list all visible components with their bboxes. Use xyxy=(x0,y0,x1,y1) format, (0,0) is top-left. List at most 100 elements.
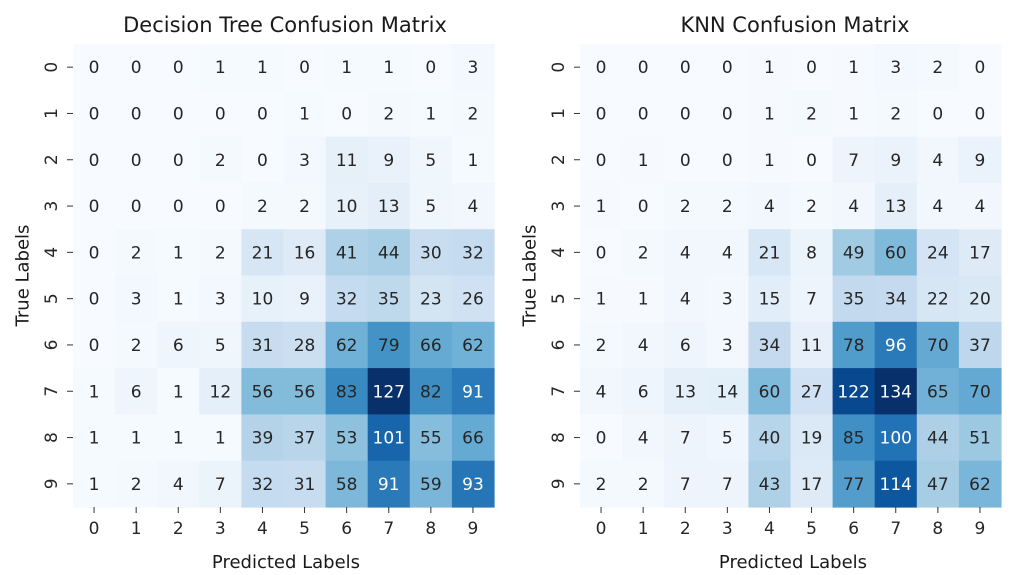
chart-2-cell-r7-c4 xyxy=(748,368,792,415)
chart-2-cell-label: 19 xyxy=(801,429,823,449)
chart-1-y-tick-label: 9 xyxy=(42,478,62,489)
chart-2-cell-r2-c8 xyxy=(916,136,960,184)
chart-1-cell-label: 1 xyxy=(89,429,100,449)
chart-2-y-tick-label: 9 xyxy=(549,478,569,489)
chart-1-cell-r4-c7 xyxy=(367,229,411,277)
chart-1-cell-label: 2 xyxy=(468,104,479,124)
chart-1-cell-label: 41 xyxy=(336,243,358,263)
chart-1-cell-label: 32 xyxy=(252,475,274,495)
chart-2-cell-label: 37 xyxy=(969,336,991,356)
chart-1-cell-label: 10 xyxy=(336,197,358,217)
chart-1-x-axis-label: Predicted Labels xyxy=(212,552,360,573)
chart-1-cell-r0-c8 xyxy=(409,44,453,91)
chart-2-cell-label: 43 xyxy=(759,475,781,495)
chart-1-cell-r8-c7 xyxy=(367,414,411,462)
chart-1-cell-label: 0 xyxy=(425,58,436,78)
chart-2-cell-label: 4 xyxy=(975,197,986,217)
chart-2-x-tick-label: 3 xyxy=(722,519,733,539)
chart-1-cell-label: 0 xyxy=(89,58,100,78)
chart-1-cell-label: 0 xyxy=(257,151,268,171)
chart-1-cell-label: 31 xyxy=(294,475,316,495)
chart-2-cell-label: 0 xyxy=(975,104,986,124)
chart-2-cell-label: 2 xyxy=(638,475,649,495)
chart-2-cell-r1-c3 xyxy=(706,90,749,138)
chart-2-cell-r9-c0 xyxy=(580,460,623,508)
chart-2-cell-r6-c0 xyxy=(580,321,623,369)
chart-1-cell-label: 1 xyxy=(173,382,184,402)
chart-2-cell-r5-c6 xyxy=(832,275,876,323)
chart-2-cell-label: 3 xyxy=(722,336,733,356)
chart-1-cell-label: 10 xyxy=(252,290,274,310)
chart-2-x-tick-label: 7 xyxy=(890,519,901,539)
chart-1-cell-label: 0 xyxy=(173,151,184,171)
chart-2-cell-label: 7 xyxy=(806,290,817,310)
chart-2-cell-r3-c2 xyxy=(664,182,707,230)
chart-2-cell-label: 1 xyxy=(638,290,649,310)
chart-1-cell-label: 0 xyxy=(89,197,100,217)
chart-2-cell-r3-c8 xyxy=(916,182,960,230)
chart-1-cell-label: 4 xyxy=(468,197,479,217)
chart-1-panel: 0 0 0 1 1 0 1 1 0 30 0 0 0 0 1 0 2 1 20 0 0 2 0 3 11 9 5 10 0 0 0 2 2 10 1… xyxy=(13,13,495,573)
chart-1-cell-label: 0 xyxy=(341,104,352,124)
chart-1-cell-label: 30 xyxy=(420,243,442,263)
chart-1-cell-r4-c5 xyxy=(283,229,327,277)
chart-1-cell-r2-c3 xyxy=(199,136,242,184)
chart-2-cell-r0-c5 xyxy=(790,44,834,91)
chart-1-cell-r7-c8 xyxy=(409,368,453,415)
chart-1-cell-r0-c4 xyxy=(241,44,285,91)
chart-2-cell-r0-c4 xyxy=(748,44,792,91)
chart-1-cell-r7-c0 xyxy=(73,368,116,415)
chart-1-cell-label: 79 xyxy=(378,336,400,356)
chart-1-cell-label: 21 xyxy=(252,243,274,263)
chart-2-cell-r0-c3 xyxy=(706,44,749,91)
chart-1-cell-r3-c2 xyxy=(157,182,200,230)
chart-1-cell-label: 2 xyxy=(131,475,142,495)
chart-1-cell-label: 26 xyxy=(462,290,484,310)
chart-1-y-axis-label: True Labels xyxy=(13,225,34,328)
chart-2-cell-label: 0 xyxy=(596,151,607,171)
chart-1-x-tick-label: 7 xyxy=(383,519,394,539)
chart-1-cell-r9-c5 xyxy=(283,460,327,508)
chart-2-cell-r3-c4 xyxy=(748,182,792,230)
chart-1-cell-label: 0 xyxy=(131,151,142,171)
chart-2-cell-r9-c8 xyxy=(916,460,960,508)
chart-2-cell-r7-c2 xyxy=(664,368,707,415)
chart-1-cell-label: 56 xyxy=(294,382,316,402)
chart-1-cell-r5-c1 xyxy=(115,275,158,323)
chart-1-cell-r1-c9 xyxy=(451,90,495,138)
chart-2-cell-r9-c5 xyxy=(790,460,834,508)
chart-1-cell-r4-c9 xyxy=(451,229,495,277)
chart-2-cell-label: 1 xyxy=(848,104,859,124)
chart-1-cell-r8-c2 xyxy=(157,414,200,462)
chart-2-cell-r9-c3 xyxy=(706,460,749,508)
chart-2-cell-label: 2 xyxy=(806,197,817,217)
chart-1-cell-r5-c3 xyxy=(199,275,242,323)
chart-1-cell-label: 101 xyxy=(373,429,405,449)
chart-2-cell-r4-c6 xyxy=(832,229,876,277)
chart-2-cell-label: 2 xyxy=(890,104,901,124)
chart-2-cell-r4-c2 xyxy=(664,229,707,277)
chart-2-cell-label: 2 xyxy=(638,243,649,263)
chart-2-cell-label: 65 xyxy=(927,382,949,402)
chart-1-cell-label: 6 xyxy=(131,382,142,402)
chart-1-cell-r2-c9 xyxy=(451,136,495,184)
chart-1-cell-label: 55 xyxy=(420,429,442,449)
chart-2-cell-r1-c4 xyxy=(748,90,792,138)
chart-1-cell-label: 91 xyxy=(378,475,400,495)
chart-2-cell-label: 2 xyxy=(722,197,733,217)
chart-2-cell-r9-c7 xyxy=(874,460,918,508)
chart-1-cell-r4-c1 xyxy=(115,229,158,277)
chart-2-cell-label: 4 xyxy=(764,197,775,217)
chart-2-cell-label: 0 xyxy=(806,58,817,78)
chart-1-cell-r6-c2 xyxy=(157,321,200,369)
chart-2-cell-r0-c0 xyxy=(580,44,623,91)
chart-1-cell-label: 1 xyxy=(215,429,226,449)
chart-2-cell-label: 11 xyxy=(801,336,823,356)
chart-1-cell-label: 1 xyxy=(341,58,352,78)
chart-1-cell-r0-c5 xyxy=(283,44,327,91)
chart-1-cell-r6-c6 xyxy=(325,321,369,369)
chart-2-cell-r4-c4 xyxy=(748,229,792,277)
chart-2-cell-r6-c7 xyxy=(874,321,918,369)
chart-1-x-tick-label: 6 xyxy=(341,519,352,539)
chart-2-cell-r2-c1 xyxy=(622,136,665,184)
